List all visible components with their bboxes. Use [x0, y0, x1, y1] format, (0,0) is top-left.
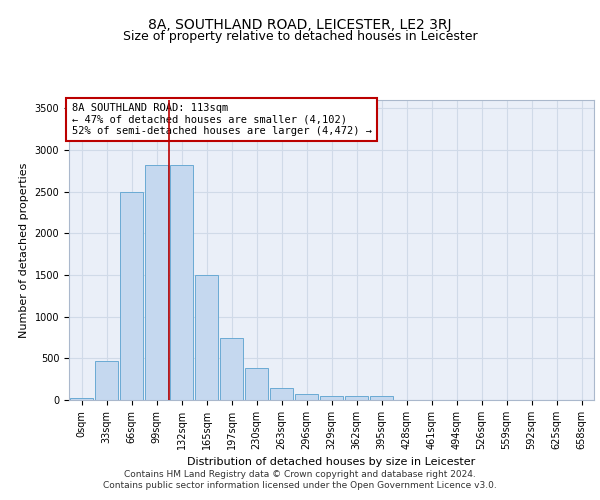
Bar — [320, 396, 343, 400]
Bar — [70, 398, 93, 400]
Text: Size of property relative to detached houses in Leicester: Size of property relative to detached ho… — [122, 30, 478, 43]
Text: Contains public sector information licensed under the Open Government Licence v3: Contains public sector information licen… — [103, 481, 497, 490]
Bar — [120, 192, 143, 400]
Bar — [220, 338, 243, 400]
Bar — [170, 165, 193, 400]
Bar — [295, 394, 318, 400]
Bar — [370, 396, 393, 400]
Bar — [245, 368, 268, 400]
Bar — [195, 275, 218, 400]
Y-axis label: Number of detached properties: Number of detached properties — [19, 162, 29, 338]
Bar — [270, 388, 293, 400]
Text: Contains HM Land Registry data © Crown copyright and database right 2024.: Contains HM Land Registry data © Crown c… — [124, 470, 476, 479]
Bar — [345, 396, 368, 400]
X-axis label: Distribution of detached houses by size in Leicester: Distribution of detached houses by size … — [187, 458, 476, 468]
Bar — [95, 361, 118, 400]
Bar — [145, 165, 168, 400]
Text: 8A SOUTHLAND ROAD: 113sqm
← 47% of detached houses are smaller (4,102)
52% of se: 8A SOUTHLAND ROAD: 113sqm ← 47% of detac… — [71, 103, 371, 136]
Text: 8A, SOUTHLAND ROAD, LEICESTER, LE2 3RJ: 8A, SOUTHLAND ROAD, LEICESTER, LE2 3RJ — [148, 18, 452, 32]
